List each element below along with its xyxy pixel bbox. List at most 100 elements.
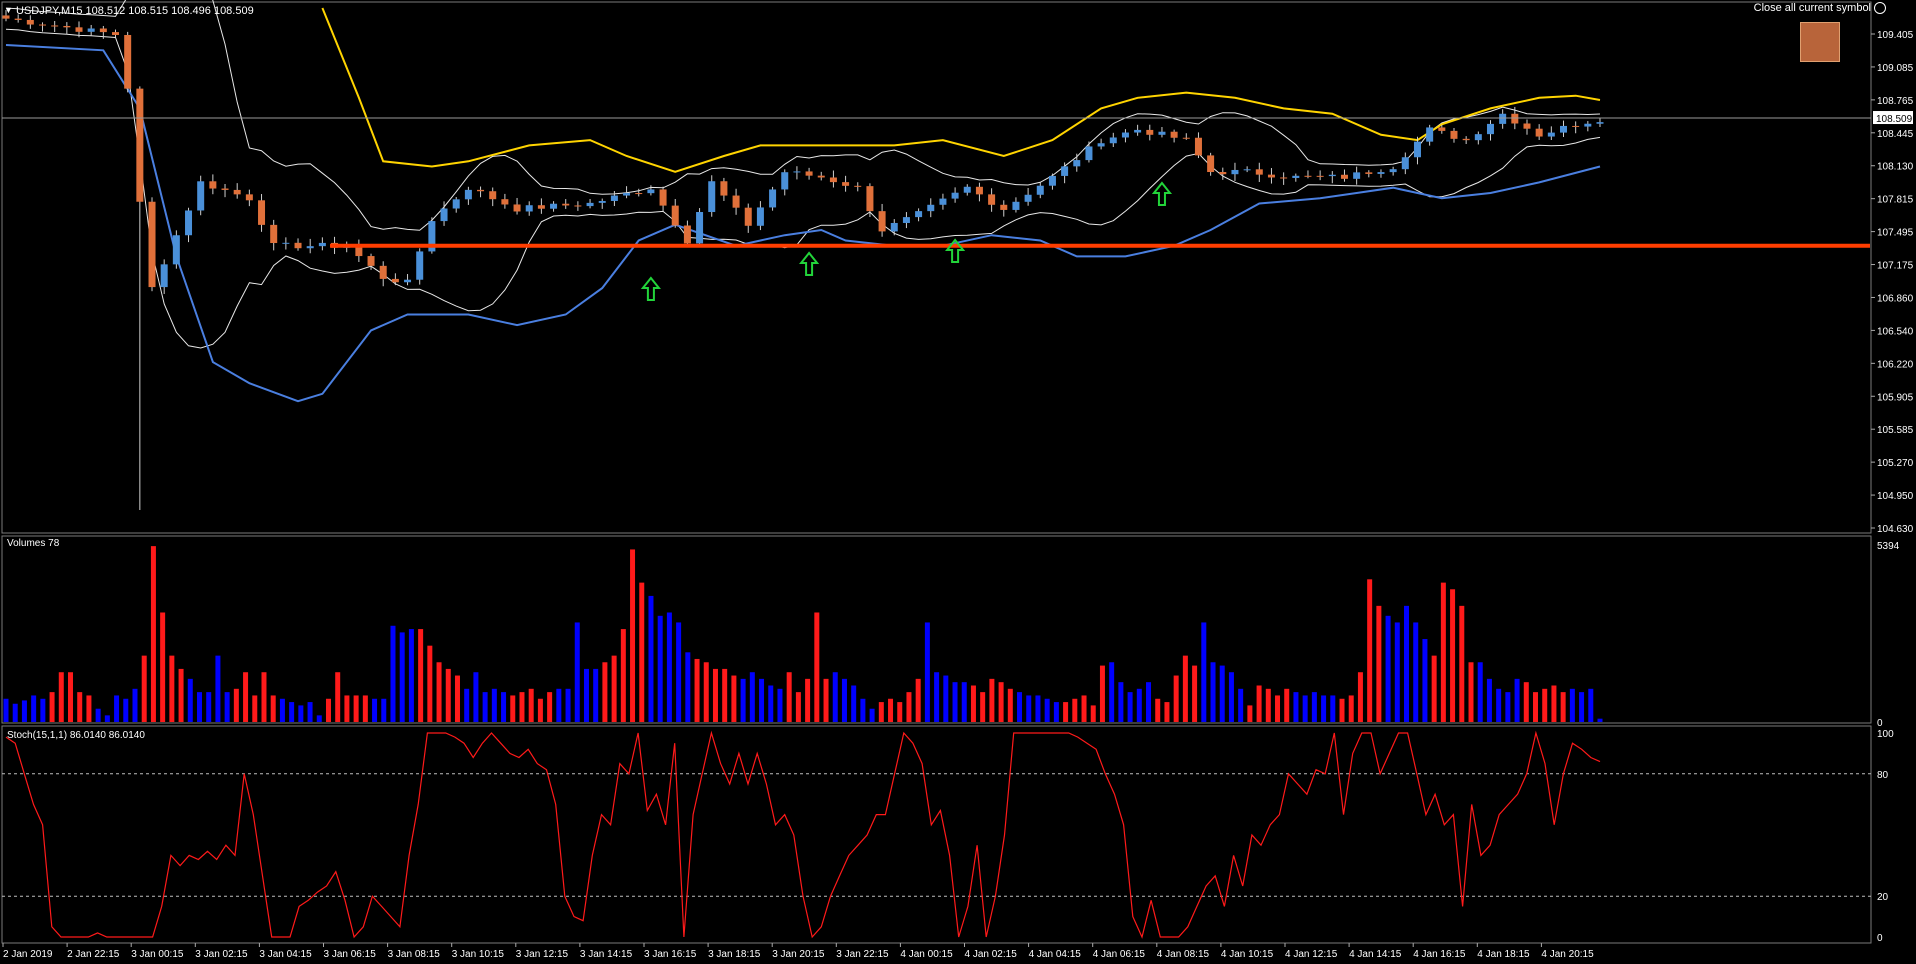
candle-body <box>306 246 314 249</box>
candle-body <box>1000 204 1008 210</box>
volume-bar <box>1173 675 1179 722</box>
volume-bar <box>814 612 820 722</box>
candle <box>1109 132 1117 147</box>
price-tick-label: 108.445 <box>1877 129 1914 140</box>
candle <box>1158 127 1166 138</box>
volume-bar <box>1136 688 1142 722</box>
candle-body <box>75 27 83 32</box>
buy-arrow-icon[interactable] <box>1151 181 1173 206</box>
candle <box>842 175 850 192</box>
candle <box>464 186 472 205</box>
volume-panel[interactable] <box>3 546 1603 722</box>
candle <box>2 10 10 22</box>
candle-body <box>1158 131 1166 135</box>
candle-body <box>890 222 898 232</box>
volume-bar <box>1146 682 1152 722</box>
candle-body <box>209 181 217 189</box>
candle <box>817 171 825 181</box>
volume-bar <box>224 692 230 722</box>
volume-bar <box>141 655 147 722</box>
candle-body <box>902 217 910 223</box>
color-swatch[interactable] <box>1800 22 1840 62</box>
volume-bar <box>289 702 295 722</box>
volume-bar <box>187 678 193 722</box>
candle <box>1462 136 1470 144</box>
volume-bar <box>362 695 368 722</box>
volume-bar <box>805 678 811 722</box>
buy-arrow-icon[interactable] <box>799 251 820 276</box>
volume-bar <box>593 668 599 722</box>
candle-body <box>1012 201 1020 210</box>
candle-body <box>464 189 472 200</box>
candle-body <box>416 251 424 280</box>
candle <box>1596 117 1604 128</box>
stoch-tick-label: 80 <box>1877 770 1889 781</box>
volume-bar <box>1514 678 1520 722</box>
candle <box>793 166 801 180</box>
volume-bar <box>123 698 129 722</box>
price-panel-frame <box>1 1 1872 534</box>
candle-body <box>939 198 947 205</box>
volume-bar <box>381 698 387 722</box>
candle <box>318 237 326 251</box>
stochastic-panel[interactable] <box>2 730 1871 939</box>
candle <box>1061 162 1069 184</box>
candle-body <box>428 221 436 252</box>
candle-body <box>282 242 290 244</box>
candle <box>854 182 862 192</box>
candle-body <box>769 189 777 208</box>
volume-bar <box>427 645 433 722</box>
volume-bar <box>749 672 755 722</box>
volume-bar <box>31 695 37 722</box>
volume-bar <box>196 692 202 722</box>
close-all-button[interactable]: Close all current symbol <box>1754 2 1886 14</box>
collapse-triangle-icon[interactable]: ▼ <box>4 5 13 15</box>
candle-body <box>635 193 643 195</box>
candle <box>866 183 874 218</box>
price-panel[interactable] <box>2 0 1871 511</box>
volume-bar <box>657 615 663 722</box>
volume-bar <box>1569 688 1575 722</box>
buy-arrow-icon[interactable] <box>945 238 966 263</box>
volume-bar <box>1357 672 1363 722</box>
volume-bar <box>445 668 451 722</box>
candle-body <box>708 181 716 213</box>
time-tick-label: 3 Jan 18:15 <box>708 949 761 960</box>
time-tick-label: 3 Jan 00:15 <box>131 949 184 960</box>
candle <box>1499 109 1507 129</box>
price-tick-label: 106.540 <box>1877 326 1914 337</box>
candle-body <box>440 208 448 222</box>
candle <box>988 188 996 212</box>
volume-bar <box>1468 662 1474 722</box>
volume-bar <box>970 685 976 722</box>
volume-bar <box>1219 665 1225 722</box>
buy-arrow-icon[interactable] <box>640 276 661 301</box>
volume-bar <box>1044 698 1050 722</box>
candle <box>1535 124 1543 140</box>
candle-body <box>87 28 95 32</box>
candle-body <box>1596 122 1604 124</box>
candle <box>610 191 618 207</box>
volume-bar <box>759 678 765 722</box>
candle-body <box>1134 129 1142 133</box>
price-tick-label: 105.585 <box>1877 425 1914 436</box>
volume-bar <box>1477 662 1483 722</box>
volume-bar <box>372 698 378 722</box>
time-tick-label: 4 Jan 16:15 <box>1413 949 1466 960</box>
volume-bar <box>1127 692 1133 722</box>
volume-bar <box>1026 695 1032 722</box>
candle <box>1340 169 1348 182</box>
volume-bar <box>1440 582 1446 722</box>
candle-body <box>744 207 752 226</box>
candle-body <box>148 201 156 288</box>
candle-body <box>975 186 983 195</box>
time-tick-label: 3 Jan 06:15 <box>324 949 377 960</box>
volume-bar <box>1450 589 1456 722</box>
candle-body <box>671 205 679 226</box>
volume-bar <box>1404 605 1410 722</box>
candle <box>75 21 83 38</box>
candle-body <box>1462 138 1470 141</box>
time-tick-label: 4 Jan 06:15 <box>1093 949 1146 960</box>
candle <box>1036 182 1044 199</box>
